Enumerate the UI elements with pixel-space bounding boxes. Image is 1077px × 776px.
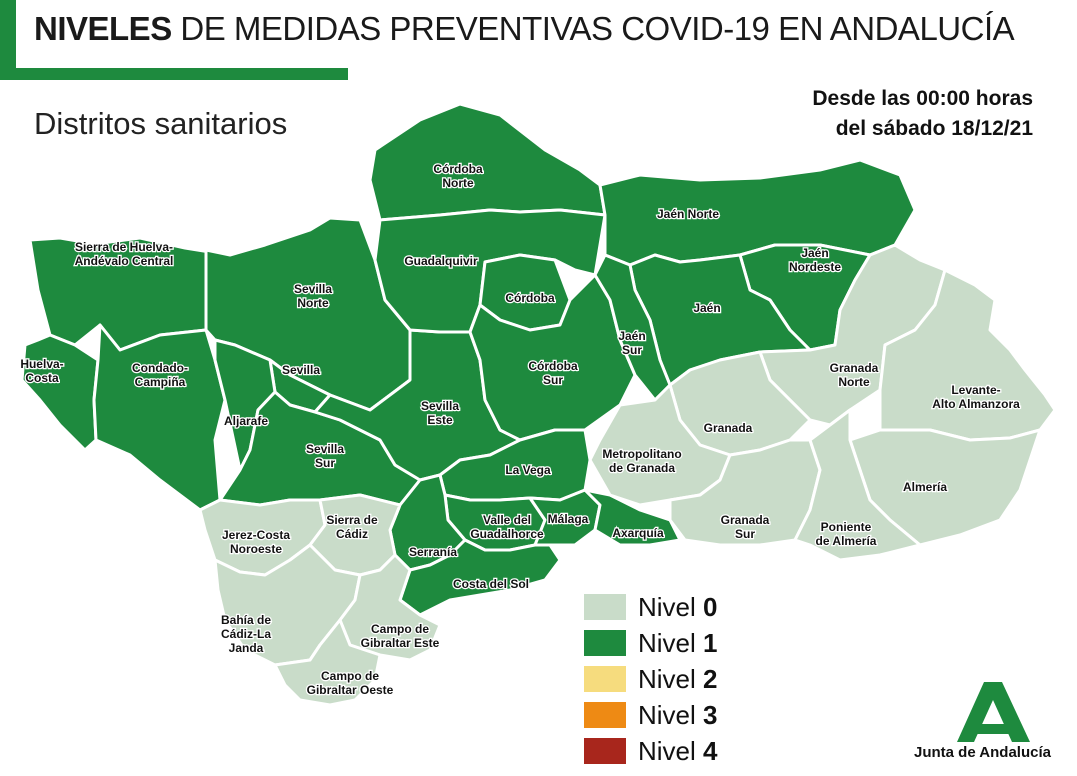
- legend-label: Nivel 4: [638, 735, 718, 766]
- district-label-jaen: Jaén: [693, 301, 720, 315]
- legend-item-nivel-2: Nivel 2: [584, 661, 717, 697]
- legend-swatch: [584, 594, 626, 620]
- district-cordoba-norte: [368, 102, 607, 222]
- district-label-levante-almanzora: Levante-Alto Almanzora: [932, 383, 1020, 411]
- legend-label: Nivel 0: [638, 591, 718, 622]
- district-jaen-sur: [593, 253, 672, 402]
- title-rest: DE MEDIDAS PREVENTIVAS COVID-19 EN ANDAL…: [180, 10, 1015, 47]
- header-accent-bar: [0, 0, 16, 80]
- date-line-2: del sábado 18/12/21: [835, 117, 1033, 140]
- district-label-jaen-nordeste: Jaén Nordeste: [789, 246, 841, 274]
- district-malaga: [528, 488, 602, 547]
- legend-item-nivel-1: Nivel 1: [584, 625, 717, 661]
- district-label-jaen-sur: Jaén Sur: [618, 329, 645, 357]
- legend-item-nivel-0: Nivel 0: [584, 589, 717, 625]
- district-label-cordoba-sur: Córdoba Sur: [528, 359, 578, 387]
- header-underline-bar: [16, 68, 348, 80]
- legend-swatch: [584, 630, 626, 656]
- district-label-sierra-huelva: Sierra de Huelva-Andévalo Central: [75, 240, 174, 268]
- district-label-condado-campina: Condado-Campiña: [132, 361, 188, 389]
- map-regions: [20, 102, 1057, 707]
- district-label-huelva-costa: Huelva-Costa: [20, 357, 63, 385]
- legend: Nivel 0 Nivel 1 Nivel 2 Nivel 3 Nivel 4: [584, 589, 717, 769]
- district-label-granada-norte: Granada Norte: [830, 361, 879, 389]
- district-label-sierra-cadiz: Sierra de Cádiz: [326, 513, 378, 541]
- map-subtitle: Distritos sanitarios: [34, 106, 288, 141]
- district-campo-gibraltar-oeste: [273, 618, 382, 707]
- district-label-granada: Granada: [704, 421, 753, 435]
- district-label-sevilla-sur: Sevilla Sur: [306, 442, 344, 470]
- district-label-campo-gibraltar-este: Campo de Gibraltar Este: [361, 622, 440, 650]
- district-label-axarquia: Axarquía: [612, 526, 664, 540]
- district-label-poniente-almeria: Poniente de Almería: [816, 520, 877, 548]
- legend-swatch: [584, 738, 626, 764]
- district-cordoba-sur: [468, 273, 637, 442]
- district-costa-del-sol: [398, 538, 562, 617]
- legend-label: Nivel 2: [638, 663, 718, 694]
- district-label-costa-del-sol: Costa del Sol: [453, 577, 529, 591]
- legend-swatch: [584, 666, 626, 692]
- district-label-guadalquivir: Guadalquivir: [404, 254, 478, 268]
- district-poniente-almeria: [793, 408, 922, 562]
- district-label-valle-guadalhorce: Valle del Guadalhorce: [470, 513, 544, 541]
- page-title: NIVELES DE MEDIDAS PREVENTIVAS COVID-19 …: [34, 10, 1015, 48]
- logo-text: Junta de Andalucía: [914, 744, 1051, 761]
- district-label-jerez-costa-noroeste: Jerez-Costa Noroeste: [222, 528, 290, 556]
- district-label-sevilla: Sevilla: [282, 363, 320, 377]
- district-label-malaga: Málaga: [548, 512, 589, 526]
- map-labels: Sierra de Huelva-Andévalo Central Huelva-…: [19, 161, 1021, 699]
- junta-de-andalucia-logo: [957, 682, 1030, 742]
- district-label-cordoba: Córdoba: [505, 291, 555, 305]
- district-label-aljarafe: Aljarafe: [224, 414, 268, 428]
- legend-item-nivel-4: Nivel 4: [584, 733, 717, 769]
- legend-label: Nivel 3: [638, 699, 718, 730]
- legend-swatch: [584, 702, 626, 728]
- district-label-metropolitano-granada: Metropolitano de Granada: [602, 447, 681, 475]
- district-condado-campina: [92, 323, 227, 512]
- title-strong: NIVELES: [34, 10, 172, 47]
- district-label-sevilla-este: Sevilla Este: [421, 399, 459, 427]
- legend-item-nivel-3: Nivel 3: [584, 697, 717, 733]
- district-label-granada-sur: Granada Sur: [721, 513, 770, 541]
- district-label-serrania: Serranía: [409, 545, 457, 559]
- district-label-cordoba-norte: Córdoba Norte: [433, 162, 483, 190]
- date-line-1: Desde las 00:00 horas: [812, 87, 1033, 110]
- district-label-almeria: Almería: [903, 480, 947, 494]
- date-notice: Desde las 00:00 horas del sábado 18/12/2…: [812, 84, 1033, 144]
- legend-label: Nivel 1: [638, 627, 718, 658]
- district-label-la-vega: La Vega: [505, 463, 551, 477]
- district-axarquia: [583, 488, 682, 547]
- district-label-jaen-norte: Jaén Norte: [657, 207, 719, 221]
- district-label-bahia-cadiz: Bahía de Cádiz-La Janda: [221, 613, 271, 655]
- district-label-sevilla-norte: Sevilla Norte: [294, 282, 332, 310]
- district-huelva-costa: [20, 333, 100, 452]
- district-label-campo-gibraltar-oeste: Campo de Gibraltar Oeste: [307, 669, 394, 697]
